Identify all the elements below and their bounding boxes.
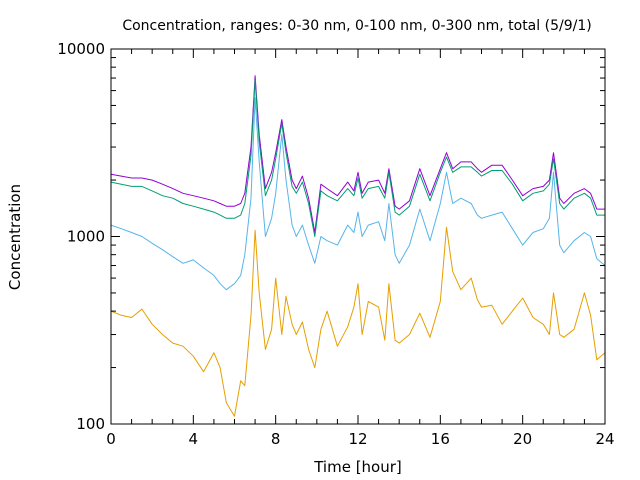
series-line-total bbox=[110, 75, 605, 233]
x-tick-label: 0 bbox=[106, 430, 116, 448]
series-line-range-0-30 bbox=[110, 226, 606, 417]
series-layer bbox=[110, 75, 606, 417]
y-tick-label: 1000 bbox=[67, 228, 105, 246]
x-axis-label: Time [hour] bbox=[313, 458, 402, 476]
x-tick-label: 24 bbox=[595, 430, 614, 448]
series-line-range-0-100 bbox=[110, 97, 606, 291]
x-tick-label: 4 bbox=[189, 430, 199, 448]
y-tick-label: 100 bbox=[76, 415, 105, 433]
x-tick-label: 8 bbox=[271, 430, 281, 448]
x-tick-label: 16 bbox=[431, 430, 450, 448]
y-tick-label: 10000 bbox=[57, 40, 105, 58]
y-axis-label: Concentration bbox=[6, 184, 24, 290]
series-line-range-0-300 bbox=[110, 79, 605, 237]
axis-layer: 0 4 8 12 16 20 24 100 1000 10000 bbox=[57, 40, 614, 448]
x-tick-label: 12 bbox=[348, 430, 367, 448]
plot-frame bbox=[110, 48, 606, 425]
chart-title: Concentration, ranges: 0-30 nm, 0-100 nm… bbox=[122, 18, 591, 34]
x-tick-label: 20 bbox=[513, 430, 532, 448]
